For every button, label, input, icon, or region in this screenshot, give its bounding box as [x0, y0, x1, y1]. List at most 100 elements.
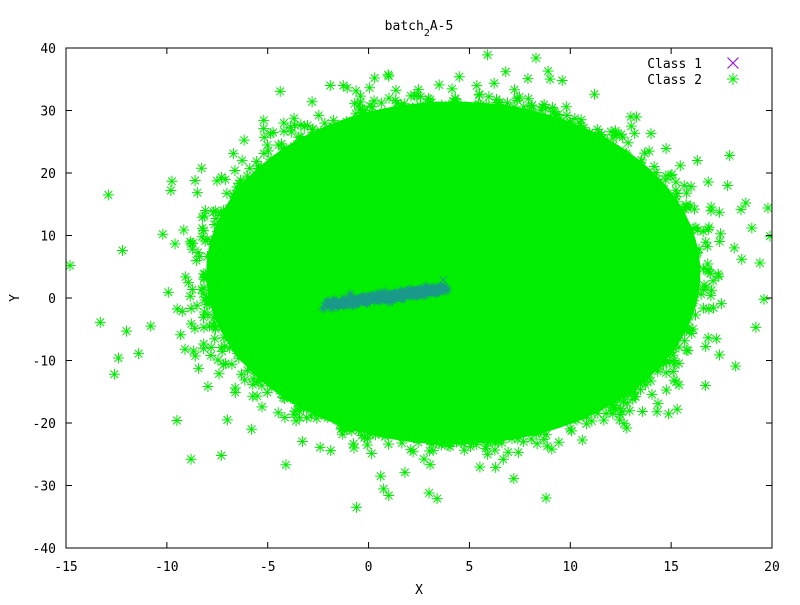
class-2-point: [383, 92, 395, 104]
class-2-point: [353, 122, 365, 134]
class-2-point: [604, 383, 616, 395]
class-2-point: [480, 111, 492, 123]
class-2-point: [544, 73, 556, 85]
y-axis-ticks: -40 -30 -20 -10 0 10 20 30 40: [33, 42, 772, 557]
class-2-point: [275, 382, 287, 394]
class-2-point: [489, 423, 501, 435]
class-2-point: [477, 107, 489, 119]
class-2-point: [450, 425, 462, 437]
class-2-point: [108, 368, 120, 380]
class-2-point: [681, 223, 693, 235]
class-2-point: [567, 141, 579, 153]
class-2-point: [515, 123, 527, 135]
class-2-point: [360, 414, 372, 426]
class-2-point: [326, 149, 338, 161]
class-2-point: [233, 352, 245, 364]
class-2-point: [344, 394, 356, 406]
class-2-point: [356, 406, 368, 418]
class-2-point: [247, 314, 259, 326]
class-2-point: [176, 305, 188, 317]
class-2-point: [350, 501, 362, 513]
class-2-point: [291, 368, 303, 380]
class-2-point: [624, 155, 636, 167]
class-2-point: [582, 146, 594, 158]
class-2-point: [578, 122, 590, 134]
class-2-point: [210, 323, 222, 335]
class-2-point: [415, 91, 427, 103]
class-2-point: [540, 410, 552, 422]
class-2-point: [539, 130, 551, 142]
class-2-point: [288, 408, 300, 420]
class-2-point: [530, 52, 542, 64]
class-2-point: [676, 269, 688, 281]
class-2-point: [469, 424, 481, 436]
class-2-point: [347, 438, 359, 450]
class-2-point: [236, 317, 248, 329]
class-2-point: [365, 401, 377, 413]
class-2-point: [664, 337, 676, 349]
class-2-point: [230, 250, 242, 262]
class-1-point: [360, 293, 370, 303]
class-2-point: [622, 174, 634, 186]
class-2-point: [576, 386, 588, 398]
class-2-point: [616, 353, 628, 365]
class-2-point: [569, 150, 581, 162]
class-2-point: [337, 80, 349, 92]
class-2-point: [500, 66, 512, 78]
class-2-point: [322, 393, 334, 405]
class-2-point: [426, 121, 438, 133]
class-2-point: [350, 85, 362, 97]
class-2-point: [586, 129, 598, 141]
class-2-point: [232, 314, 244, 326]
class-2-point: [426, 118, 438, 130]
class-2-point: [257, 327, 269, 339]
class-2-point: [651, 339, 663, 351]
class-2-point: [453, 106, 465, 118]
class-2-point: [702, 223, 714, 235]
class-2-point: [261, 386, 273, 398]
x-tick-label: 20: [764, 560, 780, 575]
class-2-point: [746, 222, 758, 234]
class-2-point: [551, 142, 563, 154]
class-2-point: [463, 410, 475, 422]
class-2-point: [190, 254, 202, 266]
class-2-point: [308, 156, 320, 168]
class-2-point: [319, 410, 331, 422]
class-2-point: [432, 433, 444, 445]
class-2-point: [240, 250, 252, 262]
class-2-point: [542, 65, 554, 77]
class-2-point: [465, 122, 477, 134]
class-2-point: [274, 85, 286, 97]
class-2-point: [430, 113, 442, 125]
class-2-point: [610, 166, 622, 178]
class-2-point: [253, 163, 265, 175]
class-2-point: [391, 97, 403, 109]
class-2-point: [645, 342, 657, 354]
class-2-point: [674, 160, 686, 172]
class-2-point: [324, 80, 336, 91]
class-2-point: [576, 379, 588, 391]
class-2-point: [388, 128, 400, 140]
class-2-point: [239, 328, 251, 340]
class-2-point: [258, 123, 270, 135]
class-2-point: [470, 416, 482, 428]
class-2-point: [377, 407, 389, 419]
class-1-point: [369, 294, 379, 304]
class-2-point: [338, 144, 350, 156]
class-2-point: [656, 215, 668, 227]
class-2-point: [546, 101, 558, 113]
class-2-point: [207, 251, 219, 263]
class-2-point: [540, 131, 552, 143]
class-2-point: [512, 446, 524, 458]
class-2-point: [421, 410, 433, 422]
class-2-point: [657, 299, 669, 311]
class-2-point: [352, 125, 364, 137]
class-2-point: [659, 312, 671, 324]
class-2-point: [369, 412, 381, 424]
class-2-point: [171, 415, 183, 426]
class-2-point: [524, 416, 536, 428]
class-2-point: [526, 405, 538, 417]
class-2-point: [632, 339, 644, 351]
class-2-point: [604, 404, 616, 416]
class-2-point: [116, 245, 128, 256]
